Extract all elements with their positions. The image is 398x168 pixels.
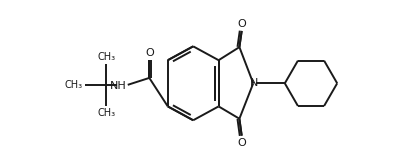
Text: O: O: [145, 48, 154, 58]
Text: O: O: [237, 19, 246, 29]
Text: CH₃: CH₃: [97, 52, 115, 62]
Text: O: O: [237, 138, 246, 148]
Text: CH₃: CH₃: [64, 80, 82, 90]
Text: NH: NH: [110, 81, 127, 91]
Text: CH₃: CH₃: [97, 108, 115, 118]
Text: N: N: [250, 78, 258, 88]
